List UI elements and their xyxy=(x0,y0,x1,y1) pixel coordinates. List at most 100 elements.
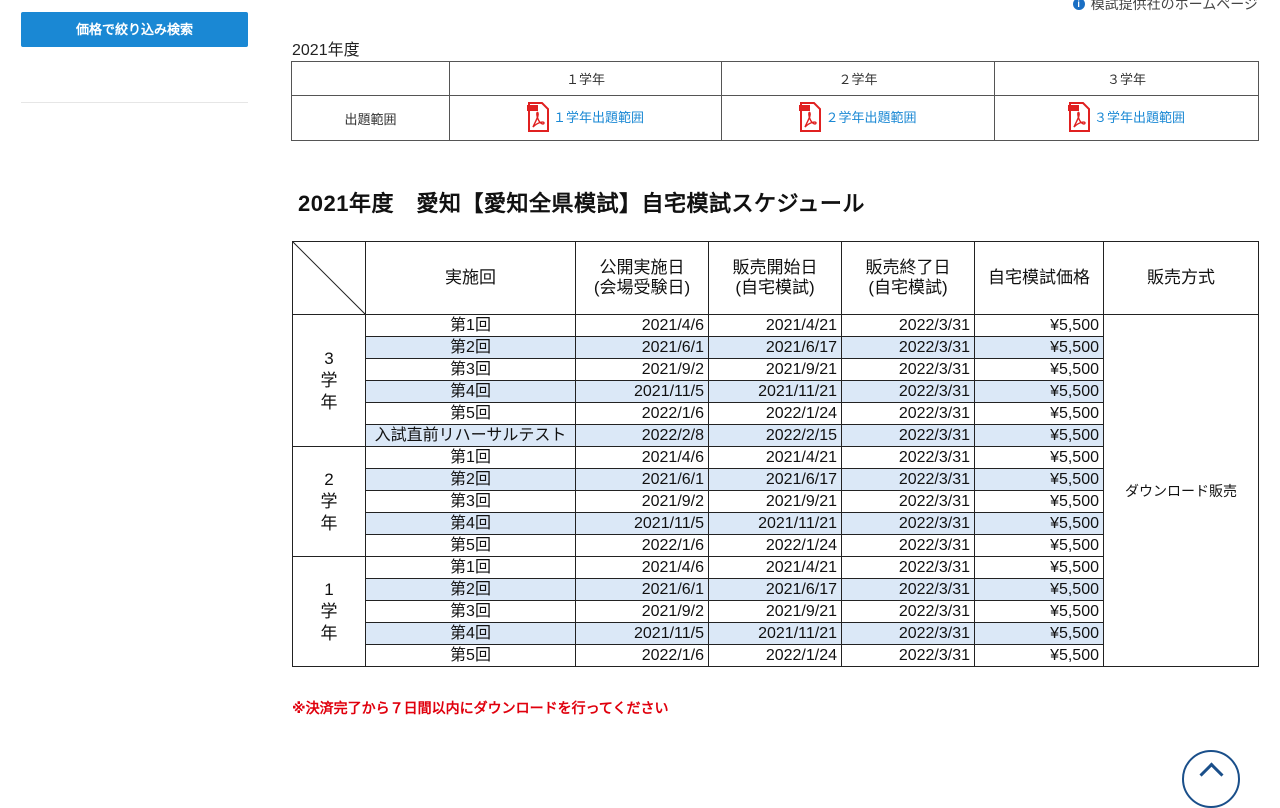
grade-2-range-label: ２学年出題範囲 xyxy=(825,110,917,125)
schedule-row: 第3回 2021/9/2 2021/9/21 2022/3/31 ¥5,500 xyxy=(293,358,1259,381)
sale-start-cell: 2021/9/21 xyxy=(708,600,842,623)
schedule-row: 第4回 2021/11/5 2021/11/21 2022/3/31 ¥5,500 xyxy=(293,622,1259,645)
schedule-title: 2021年度 愛知【愛知全県模試】自宅模試スケジュール xyxy=(298,191,865,216)
sale-start-cell: 2021/11/21 xyxy=(708,512,842,535)
sale-start-cell: 2022/2/15 xyxy=(708,424,842,447)
header-sale-end: 販売終了日 (自宅模試) xyxy=(841,241,975,315)
header-public-date: 公開実施日 (会場受験日) xyxy=(575,241,709,315)
header-sale-start-line2: (自宅模試) xyxy=(735,278,815,297)
range-header-grade-2: ２学年 xyxy=(721,61,995,96)
schedule-row: 第2回 2021/6/1 2021/6/17 2022/3/31 ¥5,500 xyxy=(293,468,1259,491)
year-heading: 2021年度 xyxy=(292,42,360,59)
price-filter-button[interactable]: 価格で絞り込み検索 xyxy=(21,12,248,47)
sale-end-cell: 2022/3/31 xyxy=(841,468,975,491)
round-cell: 第4回 xyxy=(365,380,576,403)
price-cell: ¥5,500 xyxy=(974,468,1104,491)
info-icon: i xyxy=(1072,0,1085,10)
price-cell: ¥5,500 xyxy=(974,424,1104,447)
grade-label-char: 年 xyxy=(320,392,338,412)
sale-end-cell: 2022/3/31 xyxy=(841,314,975,337)
sale-end-cell: 2022/3/31 xyxy=(841,534,975,557)
pdf-file-icon xyxy=(799,101,822,132)
schedule-row: 第2回 2021/6/1 2021/6/17 2022/3/31 ¥5,500 xyxy=(293,578,1259,601)
sale-start-cell: 2021/9/21 xyxy=(708,490,842,513)
round-cell: 第5回 xyxy=(365,402,576,425)
round-cell: 第5回 xyxy=(365,534,576,557)
public-date-cell: 2021/11/5 xyxy=(575,622,709,645)
sale-end-cell: 2022/3/31 xyxy=(841,512,975,535)
public-date-cell: 2021/4/6 xyxy=(575,314,709,337)
range-header-grade-1: １学年 xyxy=(449,61,722,96)
sale-start-cell: 2021/4/21 xyxy=(708,446,842,469)
round-cell: 第4回 xyxy=(365,512,576,535)
round-cell: 第1回 xyxy=(365,314,576,337)
provider-homepage-label: 模試提供社のホームページ xyxy=(1090,0,1258,12)
header-price: 自宅模試価格 xyxy=(974,241,1104,315)
grade-1-range-link[interactable]: １学年出題範囲 xyxy=(526,101,644,132)
round-cell: 第2回 xyxy=(365,468,576,491)
header-sale-start: 販売開始日 (自宅模試) xyxy=(708,241,842,315)
grade-3-range-label: ３学年出題範囲 xyxy=(1093,110,1185,125)
schedule-row: 第4回 2021/11/5 2021/11/21 2022/3/31 ¥5,500 xyxy=(293,380,1259,403)
round-cell: 第3回 xyxy=(365,600,576,623)
price-cell: ¥5,500 xyxy=(974,358,1104,381)
price-cell: ¥5,500 xyxy=(974,556,1104,579)
schedule-row: 3 学年第1回 2021/4/6 2021/4/21 2022/3/31 ¥5,500 ダウ… xyxy=(292,314,1259,667)
header-sale-end-line2: (自宅模試) xyxy=(868,278,948,297)
range-cell-grade-2: ２学年出題範囲 xyxy=(721,95,995,141)
schedule-body: 3 学年第1回 2021/4/6 2021/4/21 2022/3/31 ¥5,500 ダウ… xyxy=(292,314,1259,667)
round-cell: 第2回 xyxy=(365,578,576,601)
price-cell: ¥5,500 xyxy=(974,534,1104,557)
grade-2-range-link[interactable]: ２学年出題範囲 xyxy=(799,101,917,132)
grade-label-char: 3 xyxy=(324,348,334,368)
range-cell-grade-1: １学年出題範囲 xyxy=(449,95,722,141)
grade-label-char: 学 xyxy=(320,491,338,511)
header-public-line2: (会場受験日) xyxy=(593,278,691,297)
schedule-header-row: 実施回 公開実施日 (会場受験日) 販売開始日 (自宅模試) 販売終了日 (自宅… xyxy=(292,241,1259,315)
price-cell: ¥5,500 xyxy=(974,402,1104,425)
pdf-file-icon xyxy=(526,101,549,132)
grade-1-range-label: １学年出題範囲 xyxy=(552,110,644,125)
sale-end-cell: 2022/3/31 xyxy=(841,600,975,623)
public-date-cell: 2021/9/2 xyxy=(575,490,709,513)
provider-homepage-link[interactable]: i 模試提供社のホームページ xyxy=(1072,0,1258,14)
public-date-cell: 2021/11/5 xyxy=(575,380,709,403)
public-date-cell: 2022/1/6 xyxy=(575,644,709,667)
sale-end-cell: 2022/3/31 xyxy=(841,380,975,403)
price-cell: ¥5,500 xyxy=(974,336,1104,359)
public-date-cell: 2021/9/2 xyxy=(575,358,709,381)
public-date-cell: 2021/6/1 xyxy=(575,336,709,359)
public-date-cell: 2022/2/8 xyxy=(575,424,709,447)
round-cell: 第3回 xyxy=(365,358,576,381)
range-header-row: １学年 ２学年 ３学年 xyxy=(291,61,1259,96)
sale-start-cell: 2021/11/21 xyxy=(708,380,842,403)
grade-label-char: 年 xyxy=(320,513,338,533)
sale-start-cell: 2022/1/24 xyxy=(708,402,842,425)
round-cell: 第4回 xyxy=(365,622,576,645)
schedule-table: 実施回 公開実施日 (会場受験日) 販売開始日 (自宅模試) 販売終了日 (自宅… xyxy=(292,241,1259,667)
sidebar-divider xyxy=(21,102,248,103)
range-row: 出題範囲 １学年出題範囲 ２学年出題範囲 xyxy=(291,95,1259,141)
header-sale-start-line1: 販売開始日 xyxy=(732,258,818,277)
grade-label-char: 学 xyxy=(320,370,338,390)
header-sale-end-line1: 販売終了日 xyxy=(865,258,951,277)
price-cell: ¥5,500 xyxy=(974,314,1104,337)
round-cell: 第2回 xyxy=(365,336,576,359)
grade-label-char: 1 xyxy=(324,579,334,599)
sale-end-cell: 2022/3/31 xyxy=(841,490,975,513)
sale-end-cell: 2022/3/31 xyxy=(841,622,975,645)
scroll-top-button[interactable] xyxy=(1182,750,1240,808)
sale-end-cell: 2022/3/31 xyxy=(841,556,975,579)
price-cell: ¥5,500 xyxy=(974,600,1104,623)
round-cell: 入試直前リハーサルテスト xyxy=(365,424,576,447)
sale-start-cell: 2021/4/21 xyxy=(708,556,842,579)
sale-start-cell: 2021/4/21 xyxy=(708,314,842,337)
sale-end-cell: 2022/3/31 xyxy=(841,578,975,601)
header-public-line1: 公開実施日 xyxy=(599,258,685,277)
sale-start-cell: 2021/11/21 xyxy=(708,622,842,645)
grade-3-range-link[interactable]: ３学年出題範囲 xyxy=(1067,101,1185,132)
round-cell: 第5回 xyxy=(365,644,576,667)
grade-label-char: 2 xyxy=(324,469,334,489)
range-header-grade-3: ３学年 xyxy=(994,61,1259,96)
